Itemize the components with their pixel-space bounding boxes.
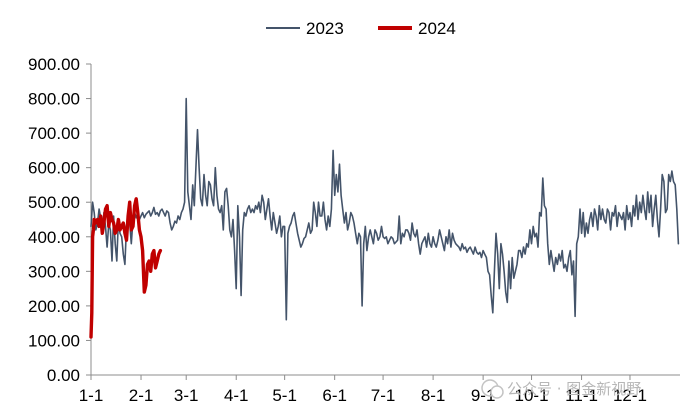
legend-label-2023: 2023 <box>306 19 344 38</box>
x-tick-label: 7-1 <box>371 386 396 405</box>
series-line-2024 <box>89 197 163 339</box>
x-axis: 1-1 2-1 3-1 4-1 5-1 6-1 7-1 8-1 9-1 10-1 11-1 12-1 <box>79 374 680 405</box>
y-tick-label: 400.00 <box>28 228 80 247</box>
x-tick-label: 8-1 <box>421 386 446 405</box>
y-tick-label: 0.00 <box>47 366 80 385</box>
x-tick-label: 1-1 <box>79 386 104 405</box>
x-tick-label: 3-1 <box>174 386 199 405</box>
x-tick-label: 12-1 <box>613 386 647 405</box>
series-layer <box>89 97 680 339</box>
y-tick-label: 100.00 <box>28 331 80 350</box>
y-tick-label: 500.00 <box>28 193 80 212</box>
watermark: 公众号 · 图金新视野 <box>481 379 641 399</box>
y-tick-label: 700.00 <box>28 124 80 143</box>
wechat-icon-bubble <box>490 385 504 399</box>
y-tick-label: 800.00 <box>28 90 80 109</box>
y-tick-label: 300.00 <box>28 262 80 281</box>
y-tick-label: 600.00 <box>28 159 80 178</box>
series-line-2023 <box>90 97 680 321</box>
watermark-text: 公众号 · 图金新视野 <box>507 380 641 398</box>
x-tick-label: 2-1 <box>129 386 154 405</box>
x-tick-label: 4-1 <box>224 386 249 405</box>
x-tick-label: 6-1 <box>322 386 347 405</box>
y-tick-label: 900.00 <box>28 55 80 74</box>
y-tick-label: 200.00 <box>28 297 80 316</box>
y-axis: 0.00 100.00 200.00 300.00 400.00 500.00 600.00… <box>28 55 92 385</box>
legend-label-2024: 2024 <box>418 19 456 38</box>
x-tick-label: 9-1 <box>471 386 496 405</box>
x-tick-label: 5-1 <box>272 386 297 405</box>
chart-legend: 2023 2024 <box>266 19 456 38</box>
x-tick-label: 10-1 <box>515 386 549 405</box>
x-tick-label: 11-1 <box>565 386 598 405</box>
